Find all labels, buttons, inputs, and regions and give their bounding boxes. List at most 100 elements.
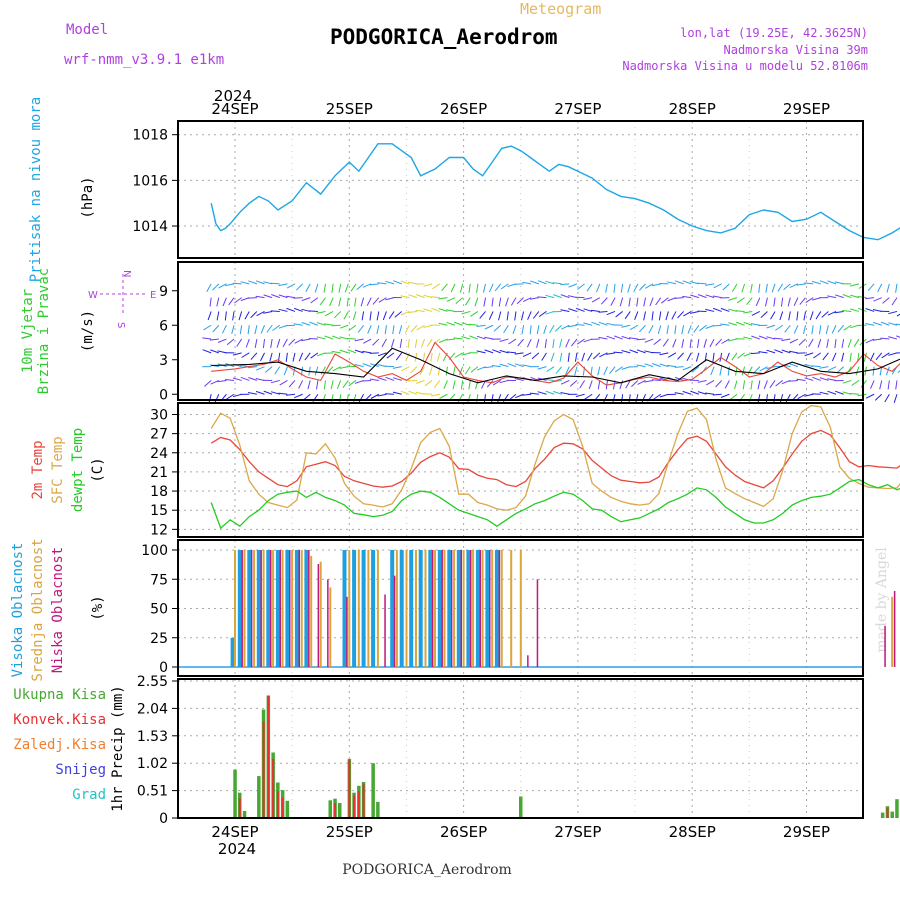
wind-barb [286,295,296,299]
cloud-bar-2 [348,550,351,667]
wind-barb [888,310,898,315]
wind-barb [324,352,334,354]
cloud-bar-1 [409,550,414,667]
wind-barb [514,363,524,368]
wind-barb [705,324,715,329]
wind-title-line: Brzina i Pravac [36,268,52,394]
wind-title-line: 10m Vjetar [20,289,36,373]
wind-barb [450,283,456,293]
cloud-bar-3 [260,550,262,667]
cloud-bar-3 [308,550,310,667]
wind-barb [674,366,684,368]
wind-barb [603,394,608,403]
wind-barb [385,365,395,368]
wind-barb [621,366,631,370]
wind-barb [271,294,280,299]
precip-bar-2 [334,803,336,818]
wind-barb [363,338,372,344]
wind-barb [766,336,776,340]
wind-barb [216,311,220,321]
wind-barb [574,366,578,376]
wind-unit: (m/s) [80,310,96,352]
wind-barb [804,282,814,285]
wind-barb [545,280,555,285]
cloud-bar-1 [428,550,433,667]
wind-barb [773,394,776,404]
wind-barb [865,308,875,312]
wind-barb [779,311,784,321]
wind-barb [263,294,273,299]
wind-barb [381,338,387,348]
wind-barb [247,297,257,299]
wind-barb [644,350,654,354]
wind-barb [880,321,890,326]
wind-barb [724,380,730,389]
wind-barb [697,338,700,348]
wind-barb [226,338,235,346]
wind-barb [255,280,265,285]
wind-barb [330,380,334,390]
temp-tick-label: 27 [150,427,168,443]
wind-barb [377,377,387,381]
model-elevation-info: Nadmorska Visina u modelu 52.8106m [622,59,868,73]
wind-barb [697,282,707,285]
wind-barb [372,338,380,346]
wind-barb [507,363,517,368]
wind-barb [677,352,684,360]
wind-barb [710,366,715,376]
wind-barb [436,352,441,362]
wind-barb [681,325,685,335]
wind-barb [789,363,799,368]
wind-barb [584,393,593,400]
wind-barb [651,311,654,321]
wind-barb [880,337,890,340]
wind-barb [294,338,303,344]
wind-barb [348,380,357,387]
wind-barb [568,308,578,312]
wind-barb [530,280,540,285]
wind-barb [307,380,311,390]
wind-barb [278,283,288,287]
wind-barb [712,324,722,327]
wind-barb [634,311,639,320]
cloud-bar-3 [498,550,501,667]
cloud-title-high: Visoka Oblacnost [10,543,26,678]
wind-barb [568,295,578,299]
wind-barb [344,283,349,293]
wind-barb [896,313,900,317]
wind-barb [671,311,677,320]
wind-barb [799,297,806,305]
wind-barb [690,294,700,299]
wind-barb [619,380,624,390]
wind-barb [550,352,555,362]
wind-barb [819,391,829,395]
wind-barb [571,338,578,347]
pressure-unit-line: (hPa) [80,176,96,218]
wind-barb [331,324,341,327]
wind-barb [713,283,722,289]
wind-barb [874,393,883,401]
wind-barb [659,377,669,381]
wind-barb [651,283,661,287]
compass-s: S [115,322,126,328]
cloud-bar-3 [479,550,481,667]
wind-barb [613,283,616,293]
temp-title-dewpt: dewpt Temp [70,428,86,512]
wind-barb [438,322,448,326]
wind-barb [452,366,456,376]
top-day-label: 29SEP [783,100,830,118]
precip-tick-label: 1.02 [137,756,168,772]
wind-barb [505,297,509,307]
wind-barb [362,283,372,288]
wind-barb [475,380,479,390]
wind-barb [236,338,243,347]
wind-barb [588,380,593,390]
wind-barb [863,352,867,362]
temp-title-sfc: SFC Temp [50,436,66,503]
cloud-tick-label: 0 [159,660,168,676]
cloud-bar-1 [371,550,376,667]
wind-barb [665,311,669,321]
wind-barb [760,311,768,318]
wind-barb [811,280,821,285]
cloud-bar-3 [489,550,491,667]
